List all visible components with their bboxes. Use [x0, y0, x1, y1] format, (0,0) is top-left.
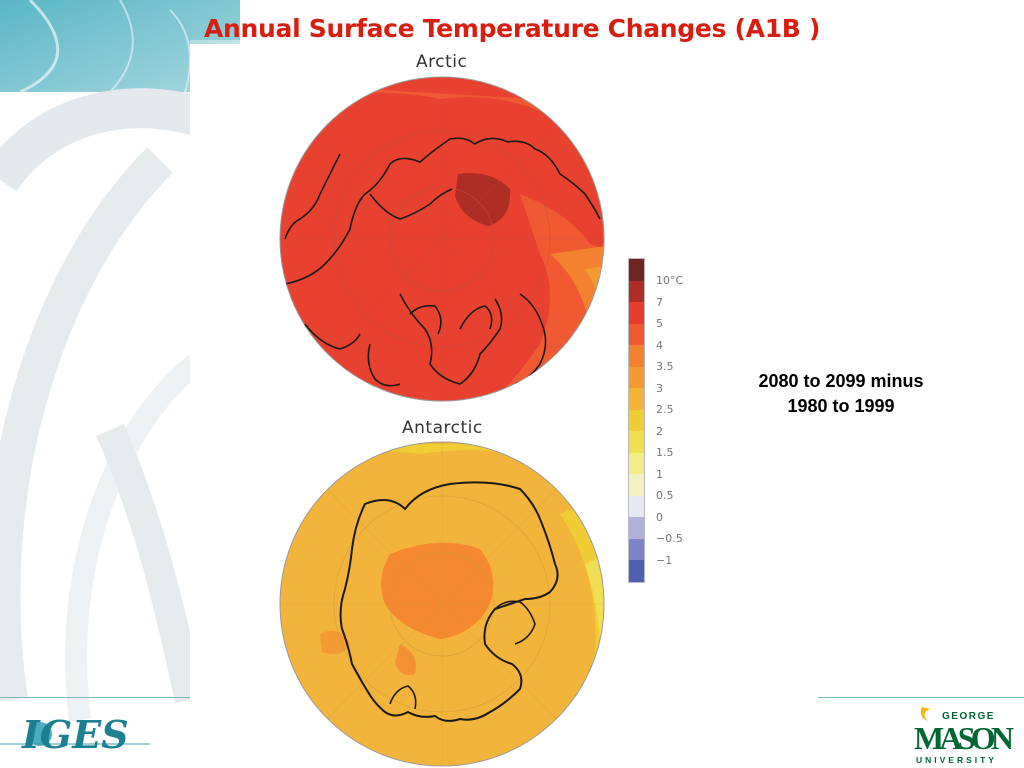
gmu-logo-university: UNIVERSITY [916, 755, 997, 765]
legend-label: 3.5 [656, 360, 674, 373]
legend-label: 2 [656, 424, 663, 438]
polar-maps [279, 76, 605, 767]
legend-swatch [629, 388, 644, 410]
slide-title: Annual Surface Temperature Changes (A1B … [204, 14, 821, 43]
legend-label: 7 [656, 295, 663, 309]
legend-swatch [629, 409, 644, 431]
footer-rule-right [818, 697, 1024, 698]
legend-swatch [629, 366, 644, 388]
legend-swatch [629, 345, 644, 367]
legend-labels: 10°C 7 5 4 3.5 3 2.5 2 1.5 1 0.5 0 −0.5 −1 [656, 270, 683, 571]
legend-label: 0.5 [656, 489, 674, 502]
legend-label: 3 [656, 381, 663, 395]
gmu-logo: GEORGE MASON UNIVERSITY [914, 707, 1014, 765]
legend-swatch [629, 538, 644, 560]
temperature-legend: 10°C 7 5 4 3.5 3 2.5 2 1.5 1 0.5 0 −0.5 −1 [628, 258, 683, 583]
legend-swatch [629, 474, 644, 496]
legend-label: 1 [656, 467, 663, 481]
iges-logo: IGES [0, 712, 150, 757]
period-caption: 2080 to 2099 minus 1980 to 1999 [725, 369, 957, 419]
legend-swatch [629, 280, 644, 302]
legend-label: 1.5 [656, 446, 674, 459]
arctic-map [279, 76, 605, 402]
period-line-1: 2080 to 2099 minus [758, 371, 924, 391]
legend-label: 0 [656, 510, 663, 524]
iges-logo-text: IGES [21, 712, 129, 757]
antarctic-map [279, 441, 605, 767]
antarctic-label: Antarctic [402, 418, 483, 438]
gmu-logo-george: GEORGE [942, 711, 995, 722]
arctic-label: Arctic [416, 52, 468, 72]
legend-colorbar [628, 258, 645, 583]
legend-swatch [629, 517, 644, 539]
legend-label: −1 [656, 553, 673, 567]
gmu-logo-mason: MASON [914, 720, 1014, 756]
legend-swatch [629, 302, 644, 324]
legend-label: −0.5 [656, 532, 683, 545]
legend-label: 10°C [656, 274, 684, 287]
legend-label: 5 [656, 317, 663, 330]
legend-swatch [629, 560, 644, 582]
legend-swatch [629, 452, 644, 474]
legend-swatch [629, 323, 644, 345]
legend-swatch [629, 495, 644, 517]
legend-swatch [629, 431, 644, 453]
figure-panel: Arctic Antarctic [190, 44, 630, 768]
legend-label: 4 [656, 338, 663, 352]
legend-swatch [629, 259, 644, 281]
period-line-2: 1980 to 1999 [787, 396, 895, 416]
footer-rule-left [0, 697, 190, 698]
legend-label: 2.5 [656, 403, 674, 416]
